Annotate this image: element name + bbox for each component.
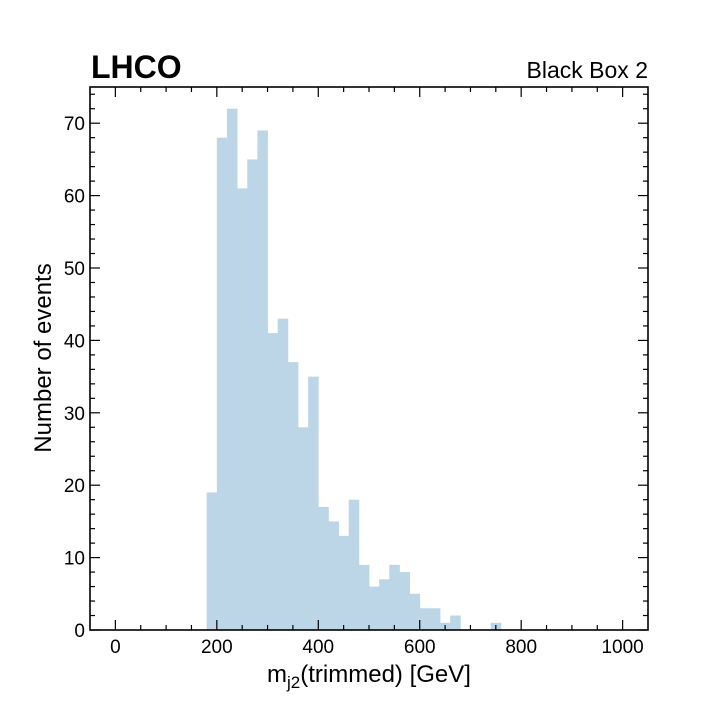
- y-tick-label: 30: [64, 404, 85, 425]
- x-tick-label: 200: [201, 637, 233, 658]
- y-tick-label: 0: [74, 621, 85, 642]
- histogram-bar: [328, 521, 339, 630]
- plot-frame: [89, 86, 649, 631]
- histogram-bar: [226, 108, 238, 631]
- histogram-bar: [358, 564, 370, 630]
- x-tick-label: 800: [505, 637, 537, 658]
- histogram-bars: [206, 108, 502, 631]
- y-tick-label: 60: [64, 187, 85, 208]
- x-tick-label: 0: [110, 637, 121, 658]
- y-tick-label: 50: [64, 259, 85, 280]
- histogram-bar: [389, 564, 400, 630]
- x-axis-label-main: m: [267, 661, 287, 688]
- histogram-bar: [297, 427, 309, 630]
- histogram-bar: [287, 362, 299, 630]
- histogram-bar: [206, 492, 218, 630]
- histogram-bar: [429, 608, 441, 630]
- x-tick-label: 600: [404, 637, 436, 658]
- histogram-bar: [369, 586, 380, 630]
- x-tick-labels: 0 200 400 600 800 1000: [110, 637, 644, 658]
- histogram-bar: [308, 376, 319, 630]
- histogram-bar: [318, 506, 329, 630]
- y-tick-label: 20: [64, 476, 85, 497]
- y-tick-label: 40: [64, 331, 85, 352]
- chart-title-right: Black Box 2: [527, 57, 648, 83]
- histogram-bar: [216, 137, 228, 630]
- histogram-bar: [247, 159, 258, 630]
- x-tick-label: 400: [302, 637, 334, 658]
- histogram-bar: [237, 188, 248, 631]
- histogram-bar: [348, 499, 360, 630]
- y-axis-label: Number of events: [30, 263, 57, 452]
- x-axis-label-subscript: j2: [286, 673, 300, 692]
- histogram-bar: [399, 572, 410, 630]
- histogram-bar: [379, 579, 390, 630]
- histogram-bar: [257, 130, 268, 630]
- histogram-bar: [338, 535, 350, 630]
- x-axis-label-rest: (trimmed) [GeV]: [300, 661, 471, 688]
- y-tick-label: 10: [64, 549, 85, 570]
- x-axis-label: mj2(trimmed) [GeV]: [267, 661, 471, 692]
- axis-ticks: [90, 87, 648, 631]
- histogram-bar: [450, 615, 461, 630]
- histogram-bar: [277, 318, 289, 630]
- histogram-bar: [409, 593, 421, 630]
- y-tick-labels: 0 10 20 30 40 50 60 70: [64, 114, 85, 642]
- x-tick-label: 1000: [601, 637, 643, 658]
- histogram-bar: [419, 608, 431, 630]
- y-tick-label: 70: [64, 114, 85, 135]
- chart-title-left: LHCO: [91, 49, 182, 85]
- histogram-bar: [267, 333, 279, 630]
